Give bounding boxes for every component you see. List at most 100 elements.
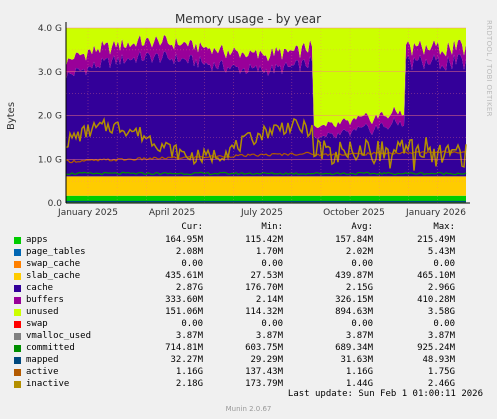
legend-value: 0.00 (433, 259, 455, 269)
line-inactive (65, 117, 467, 171)
legend-value: 164.95M (165, 235, 203, 245)
legend-value: 410.28M (417, 295, 455, 305)
legend-value: 115.42M (245, 235, 283, 245)
legend-row: swap 0.00 0.00 0.00 0.00 (0, 319, 497, 330)
legend-column-header: Cur: (181, 222, 203, 232)
legend-series-name: mapped (26, 355, 59, 365)
legend-value: 3.87M (255, 331, 283, 341)
legend-value: 5.43M (427, 247, 455, 257)
legend-value: 29.29M (250, 355, 283, 365)
legend-series-name: apps (26, 235, 48, 245)
legend-value: 2.46G (427, 379, 455, 389)
legend-series-name: active (26, 367, 59, 377)
chart-svg: Memory usage - by year Bytes 0.0 1.0 G 2.0… (6, 12, 470, 218)
legend-row: apps 164.95M 115.42M 157.84M 215.49M (0, 235, 497, 246)
legend-value: 603.75M (245, 343, 283, 353)
area-cache (66, 51, 466, 177)
legend-value: 0.00 (181, 319, 203, 329)
legend-series-name: swap_cache (26, 259, 81, 269)
legend-value: 176.70M (245, 283, 283, 293)
legend-value: 2.02M (345, 247, 373, 257)
legend-value: 1.16G (345, 367, 373, 377)
legend-swatch (14, 381, 21, 388)
legend-value: 689.34M (335, 343, 373, 353)
legend-column-header: Min: (261, 222, 283, 232)
legend-row: buffers 333.60M 2.14M 326.15M 410.28M (0, 295, 497, 306)
legend-row: active 1.16G 137.43M 1.16G 1.75G (0, 367, 497, 378)
legend-value: 3.87M (427, 331, 455, 341)
legend-row: inactive 2.18G 173.79M 1.44G 2.46G (0, 379, 497, 390)
legend-value: 326.15M (335, 295, 373, 305)
legend-value: 0.00 (181, 259, 203, 269)
legend-series-name: buffers (26, 295, 64, 305)
legend-swatch (14, 297, 21, 304)
legend-value: 114.32M (245, 307, 283, 317)
x-tick-label: April 2025 (149, 208, 195, 218)
legend-value: 3.58G (427, 307, 455, 317)
munin-version: Munin 2.0.67 (225, 405, 272, 413)
legend-swatch (14, 285, 21, 292)
legend-series-name: unused (26, 307, 59, 317)
legend-value: 1.44G (345, 379, 373, 389)
line-active (65, 149, 467, 164)
legend-value: 3.87M (175, 331, 203, 341)
legend-swatch (14, 249, 21, 256)
legend-swatch (14, 273, 21, 280)
legend-value: 465.10M (417, 271, 455, 281)
legend-swatch (14, 309, 21, 316)
legend-swatch (14, 237, 21, 244)
legend-value: 31.63M (340, 355, 373, 365)
legend-value: 0.00 (433, 319, 455, 329)
legend-row: unused 151.06M 114.32M 894.63M 3.58G (0, 307, 497, 318)
y-tick-label: 0.0 (48, 199, 63, 209)
legend-value: 2.96G (427, 283, 455, 293)
legend-value: 439.87M (335, 271, 373, 281)
legend-row: vmalloc_used 3.87M 3.87M 3.87M 3.87M (0, 331, 497, 342)
last-update: Last update: Sun Feb 1 01:00:11 2026 (287, 389, 483, 399)
legend-value: 2.87G (175, 283, 203, 293)
legend-value: 0.00 (351, 259, 373, 269)
legend-value: 215.49M (417, 235, 455, 245)
legend-value: 2.15G (345, 283, 373, 293)
legend-value: 3.87M (345, 331, 373, 341)
legend-value: 894.63M (335, 307, 373, 317)
rrdtool-watermark: RRDTOOL / TOBI OETIKER (485, 20, 493, 117)
legend-value: 0.00 (351, 319, 373, 329)
legend-value: 0.00 (261, 259, 283, 269)
legend-value: 32.27M (170, 355, 203, 365)
x-tick-label: July 2025 (240, 208, 283, 218)
legend-series-name: cache (26, 283, 54, 293)
legend-series-name: inactive (26, 379, 70, 389)
y-tick-label: 1.0 G (38, 155, 62, 165)
y-tick-label: 2.0 G (38, 112, 62, 122)
x-tick-label: January 2025 (57, 208, 118, 218)
legend-value: 157.84M (335, 235, 373, 245)
legend-swatch (14, 345, 21, 352)
legend-value: 173.79M (245, 379, 283, 389)
legend-series-name: vmalloc_used (26, 331, 92, 341)
legend-row: page_tables 2.08M 1.70M 2.02M 5.43M (0, 247, 497, 258)
legend-value: 2.18G (175, 379, 203, 389)
legend-value: 1.16G (175, 367, 203, 377)
legend-value: 714.81M (165, 343, 203, 353)
legend-swatch (14, 261, 21, 268)
legend-value: 1.75G (427, 367, 455, 377)
legend-swatch (14, 369, 21, 376)
legend-value: 151.06M (165, 307, 203, 317)
legend-row: committed 714.81M 603.75M 689.34M 925.24M (0, 343, 497, 354)
legend-value: 2.14M (255, 295, 283, 305)
legend-row: swap_cache 0.00 0.00 0.00 0.00 (0, 259, 497, 270)
y-tick-label: 3.0 G (38, 68, 62, 78)
legend-column-header: Avg: (351, 222, 373, 232)
legend-row: mapped 32.27M 29.29M 31.63M 48.93M (0, 355, 497, 366)
chart-title: Memory usage - by year (175, 12, 321, 26)
y-axis-label: Bytes (6, 102, 17, 130)
legend-series-name: page_tables (26, 247, 86, 257)
legend-value: 27.53M (250, 271, 283, 281)
legend-column-header: Max: (433, 222, 455, 232)
area-buffers (66, 34, 466, 139)
legend-swatch (14, 321, 21, 328)
legend-row: slab_cache 435.61M 27.53M 439.87M 465.10M (0, 271, 497, 282)
legend-swatch (14, 333, 21, 340)
legend-value: 1.70M (255, 247, 283, 257)
